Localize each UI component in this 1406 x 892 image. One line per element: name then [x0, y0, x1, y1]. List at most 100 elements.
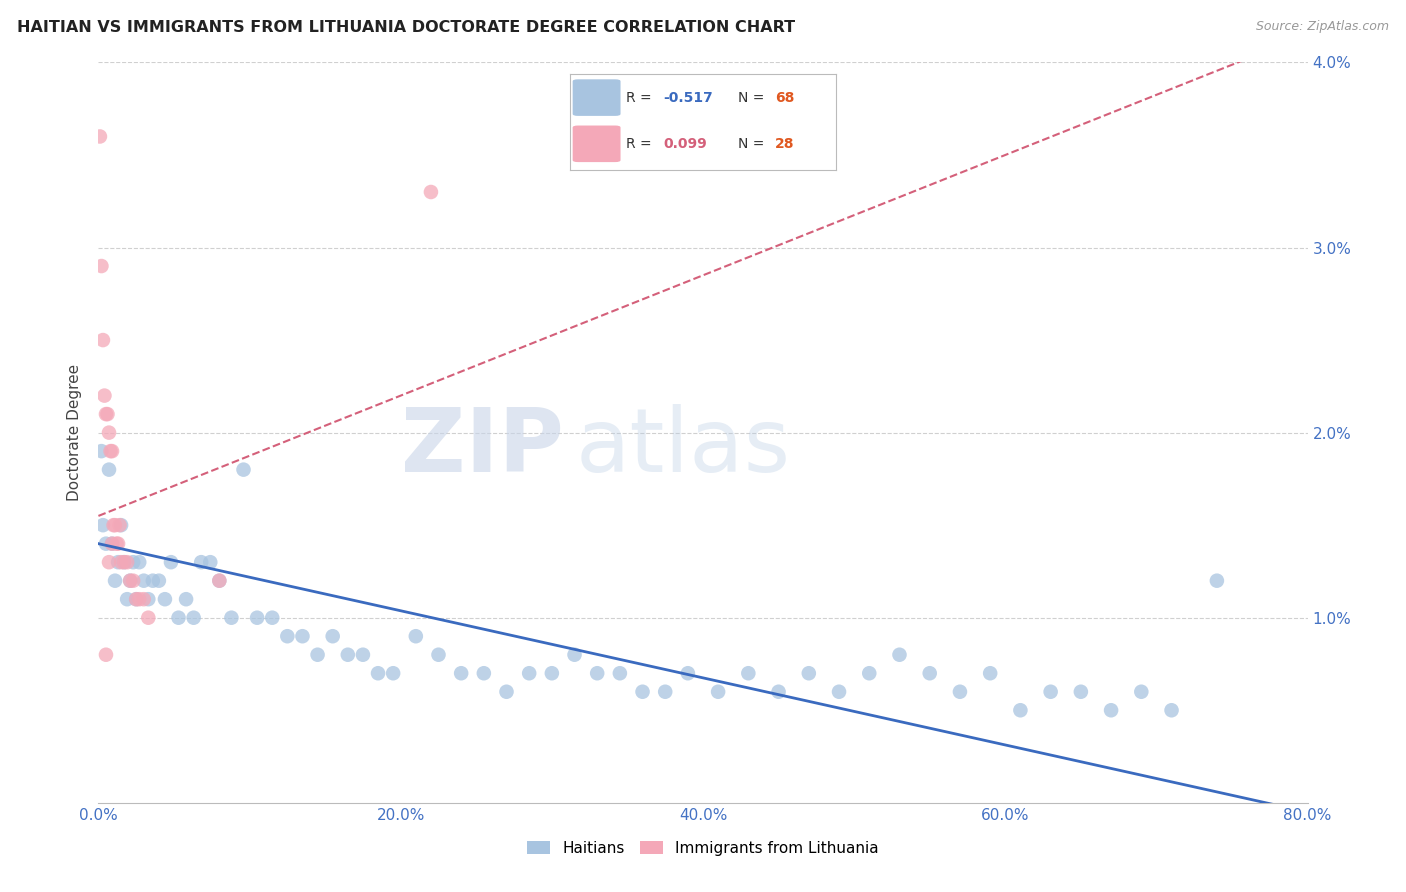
Point — [564, 648, 586, 662]
Point — [979, 666, 1001, 681]
Text: HAITIAN VS IMMIGRANTS FROM LITHUANIA DOCTORATE DEGREE CORRELATION CHART: HAITIAN VS IMMIGRANTS FROM LITHUANIA DOC… — [17, 20, 794, 35]
Point — [828, 685, 851, 699]
Point — [382, 666, 405, 681]
Point — [115, 555, 138, 569]
Point — [94, 648, 117, 662]
Point — [110, 555, 132, 569]
Point — [120, 574, 142, 588]
Point — [91, 333, 114, 347]
Point — [136, 592, 159, 607]
Point — [122, 574, 145, 588]
Point — [101, 537, 124, 551]
Point — [450, 666, 472, 681]
Point — [142, 574, 165, 588]
Point — [1130, 685, 1153, 699]
Point — [125, 592, 148, 607]
Point — [125, 592, 148, 607]
Point — [132, 574, 155, 588]
Point — [367, 666, 389, 681]
Y-axis label: Doctorate Degree: Doctorate Degree — [67, 364, 83, 501]
Point — [160, 555, 183, 569]
Point — [200, 555, 222, 569]
Text: Source: ZipAtlas.com: Source: ZipAtlas.com — [1256, 20, 1389, 33]
Point — [291, 629, 314, 643]
Point — [148, 574, 170, 588]
Point — [94, 407, 117, 421]
Point — [208, 574, 231, 588]
Point — [405, 629, 427, 643]
Point — [153, 592, 176, 607]
Point — [100, 444, 122, 458]
Text: atlas: atlas — [576, 404, 792, 491]
Point — [101, 444, 124, 458]
Point — [98, 463, 121, 477]
Point — [1039, 685, 1062, 699]
Point — [104, 574, 127, 588]
Point — [232, 463, 254, 477]
Point — [101, 537, 124, 551]
Point — [276, 629, 298, 643]
Point — [110, 518, 132, 533]
Point — [472, 666, 495, 681]
Point — [889, 648, 911, 662]
Point — [427, 648, 450, 662]
Point — [103, 518, 125, 533]
Point — [96, 407, 118, 421]
Point — [122, 555, 145, 569]
Point — [98, 555, 121, 569]
Point — [307, 648, 329, 662]
Point — [120, 574, 142, 588]
Point — [128, 592, 150, 607]
Point — [352, 648, 374, 662]
Point — [1206, 574, 1229, 588]
Point — [918, 666, 941, 681]
Point — [105, 537, 128, 551]
Legend: Haitians, Immigrants from Lithuania: Haitians, Immigrants from Lithuania — [522, 835, 884, 862]
Point — [420, 185, 443, 199]
Point — [174, 592, 197, 607]
Point — [115, 592, 138, 607]
Point — [676, 666, 699, 681]
Point — [183, 611, 205, 625]
Point — [540, 666, 562, 681]
Point — [1070, 685, 1092, 699]
Point — [98, 425, 121, 440]
Point — [336, 648, 359, 662]
Point — [1160, 703, 1182, 717]
Point — [707, 685, 730, 699]
Point — [768, 685, 790, 699]
Point — [190, 555, 212, 569]
Point — [94, 537, 117, 551]
Point — [132, 592, 155, 607]
Point — [495, 685, 517, 699]
Point — [654, 685, 676, 699]
Point — [107, 555, 129, 569]
Point — [1010, 703, 1032, 717]
Point — [89, 129, 111, 144]
Point — [586, 666, 609, 681]
Point — [858, 666, 880, 681]
Point — [246, 611, 269, 625]
Text: ZIP: ZIP — [401, 404, 564, 491]
Point — [797, 666, 820, 681]
Point — [1099, 703, 1122, 717]
Point — [517, 666, 540, 681]
Point — [128, 555, 150, 569]
Point — [104, 518, 127, 533]
Point — [221, 611, 243, 625]
Point — [631, 685, 654, 699]
Point — [949, 685, 972, 699]
Point — [737, 666, 759, 681]
Point — [208, 574, 231, 588]
Point — [136, 611, 159, 625]
Point — [90, 259, 112, 273]
Point — [112, 555, 135, 569]
Point — [262, 611, 284, 625]
Point — [90, 444, 112, 458]
Point — [112, 555, 135, 569]
Point — [91, 518, 114, 533]
Point — [107, 537, 129, 551]
Point — [108, 518, 131, 533]
Point — [167, 611, 190, 625]
Point — [609, 666, 631, 681]
